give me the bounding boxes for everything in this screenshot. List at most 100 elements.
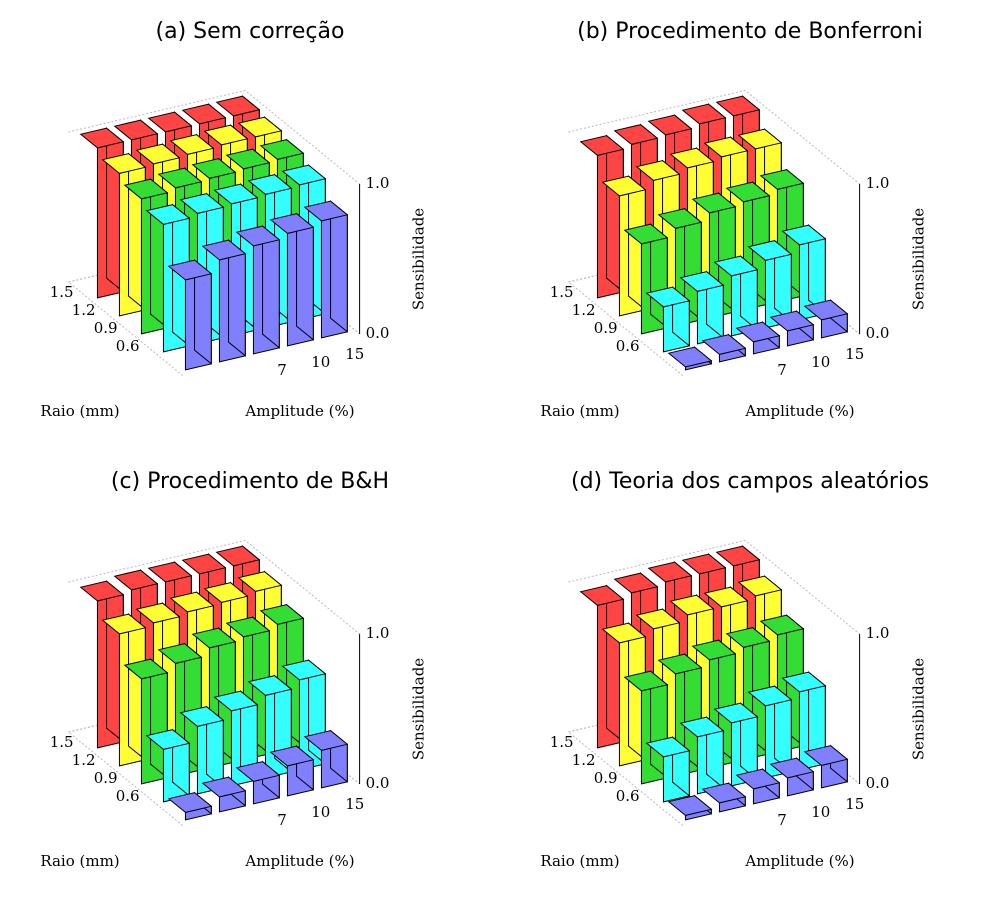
bar <box>167 791 213 821</box>
y-tick-label: 7 <box>777 361 787 379</box>
bar-top <box>701 334 747 355</box>
bar <box>579 584 625 749</box>
bar <box>667 346 713 371</box>
bar-top <box>703 586 749 608</box>
bar <box>201 776 247 813</box>
bar-top <box>79 127 125 149</box>
bar-top <box>803 745 849 766</box>
x-tick-label: 0.6 <box>116 787 140 805</box>
bar-top <box>667 346 713 368</box>
bar-top <box>167 792 213 813</box>
panel: (c) Procedimento de B&H 0.0 1.0 Sensibilida… <box>40 469 427 870</box>
z-tick-label: 0.0 <box>366 774 390 792</box>
y-tick-label: 10 <box>811 353 830 371</box>
bar-top <box>647 561 693 583</box>
bar-top <box>145 729 191 750</box>
panel: (d) Teoria dos campos aleatórios 0.0 1.0 Se… <box>540 469 929 870</box>
x-tick-label: 1.5 <box>50 283 74 301</box>
z-tick-label: 0.0 <box>866 324 890 342</box>
bar-top <box>735 768 781 790</box>
bar-top <box>803 299 849 321</box>
y-tick-label: 10 <box>311 803 330 821</box>
bar-top <box>123 658 169 680</box>
bar-top <box>225 616 271 638</box>
bar-top <box>613 572 659 594</box>
bar-top <box>635 608 681 630</box>
back-wall <box>67 689 360 826</box>
bar-top <box>579 135 625 156</box>
bar-top <box>703 136 749 158</box>
bar-top <box>259 139 305 160</box>
bar <box>235 760 281 805</box>
bar-top <box>169 591 215 613</box>
bar <box>303 200 349 339</box>
bar-top <box>713 255 759 277</box>
bar <box>645 736 691 803</box>
back-wall <box>67 239 360 376</box>
bar-top <box>679 271 725 292</box>
bar <box>201 239 247 363</box>
bar-top <box>737 128 783 150</box>
bar-side <box>330 200 348 333</box>
z-tick-label: 1.0 <box>866 174 890 192</box>
y-tick-label: 7 <box>277 811 287 829</box>
y-tick-label: 15 <box>345 795 364 813</box>
x-tick-label: 0.6 <box>616 337 640 355</box>
bar <box>145 728 191 803</box>
panel: (b) Procedimento de Bonferroni 0.0 1.0 Sens… <box>540 19 927 420</box>
bar <box>679 716 725 795</box>
bar-top <box>167 259 213 281</box>
bar <box>803 744 849 789</box>
x-tick-label: 0.6 <box>116 337 140 355</box>
bar <box>747 239 793 329</box>
z-tick-label: 1.0 <box>366 624 390 642</box>
bar-top <box>147 111 193 133</box>
bar-top <box>303 200 349 222</box>
panel-title: (d) Teoria dos campos aleatórios <box>571 469 929 494</box>
bar-top <box>601 622 647 644</box>
bar-top <box>191 627 237 649</box>
bar <box>713 255 759 337</box>
bar <box>735 768 781 805</box>
bar <box>803 299 849 339</box>
grid-line <box>68 539 360 635</box>
bar <box>179 705 225 795</box>
bar-top <box>259 604 305 625</box>
bar-side <box>262 225 280 349</box>
bar-top <box>579 585 625 606</box>
bar-top <box>191 158 237 179</box>
x-axis-label: Raio (mm) <box>40 852 119 870</box>
z-axis-label: Sensibilidade <box>910 658 928 760</box>
x-tick-label: 1.5 <box>50 733 74 751</box>
bar-top <box>691 192 737 214</box>
bar-top <box>113 569 159 591</box>
bar-top <box>247 174 293 195</box>
x-tick-label: 1.2 <box>572 751 596 769</box>
bar-top <box>657 208 703 229</box>
y-tick-label: 7 <box>277 361 287 379</box>
bar <box>303 729 349 789</box>
bar-top <box>681 103 727 125</box>
bar <box>167 259 213 371</box>
bar-top <box>623 670 669 692</box>
x-tick-label: 0.9 <box>594 319 618 337</box>
bar-top <box>645 286 691 308</box>
bar-top <box>691 639 737 661</box>
bar-top <box>181 103 227 125</box>
bar <box>269 745 315 797</box>
bar-top <box>647 114 693 136</box>
bar <box>769 310 815 347</box>
bar-top <box>181 553 227 575</box>
grid-line <box>568 539 860 635</box>
bar-top <box>669 147 715 169</box>
x-tick-label: 1.5 <box>550 733 574 751</box>
bar <box>701 333 747 363</box>
bar-top <box>213 183 259 205</box>
bar-top <box>623 223 669 245</box>
bar-top <box>747 240 793 261</box>
bar-top <box>201 239 247 261</box>
bar-top <box>203 124 249 146</box>
bar-top <box>225 148 271 170</box>
y-tick-label: 10 <box>311 353 330 371</box>
